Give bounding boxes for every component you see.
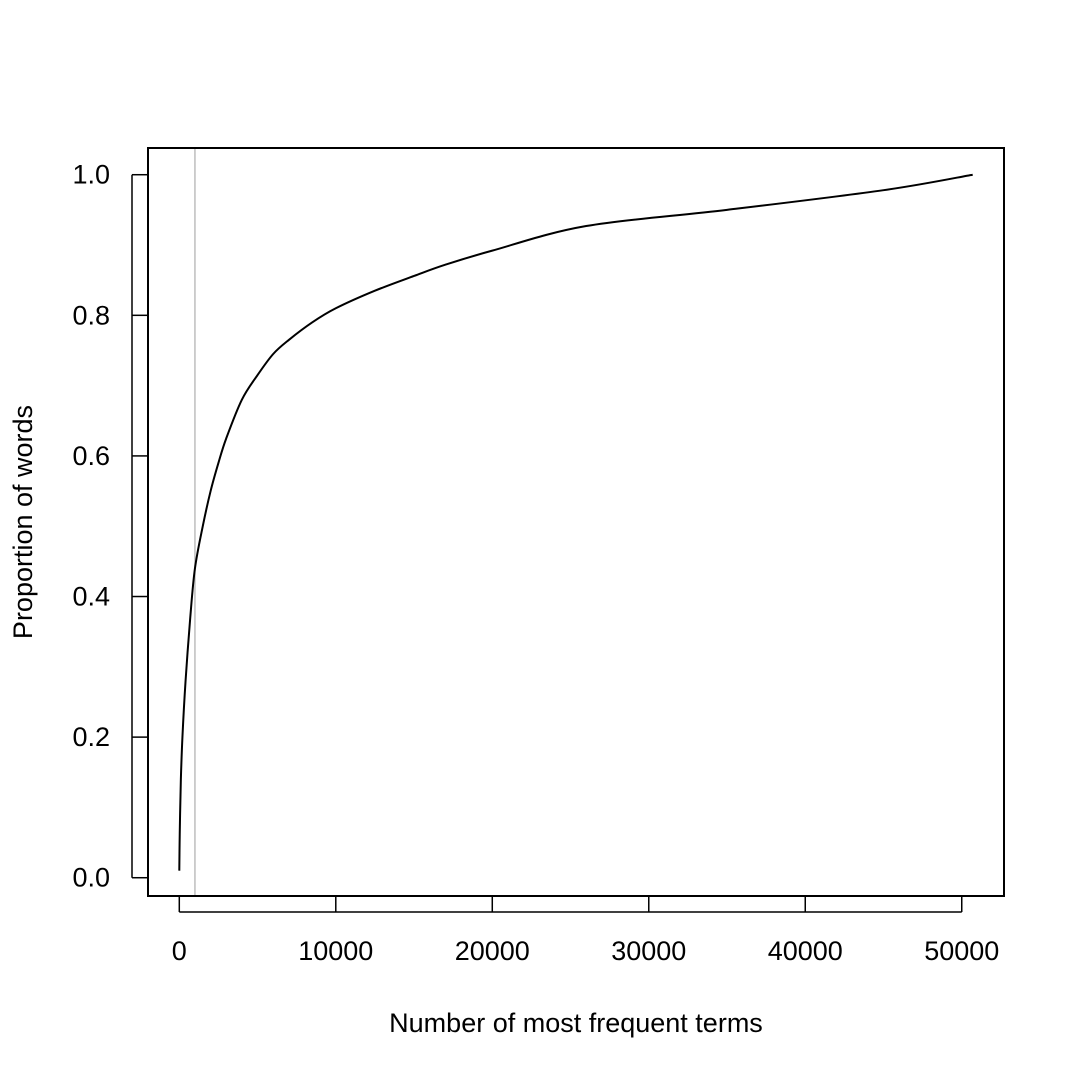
x-tick-label: 20000 [455, 936, 530, 966]
x-axis: 0 10000 20000 30000 40000 50000 [172, 896, 999, 966]
y-tick-label: 0.6 [72, 441, 110, 471]
x-tick-label: 0 [172, 936, 187, 966]
series-line [178, 173, 973, 871]
x-tick-label: 50000 [924, 936, 999, 966]
y-tick-label: 0.0 [72, 863, 110, 893]
y-axis: 0.0 0.2 0.4 0.6 0.8 1.0 [72, 160, 148, 893]
y-tick-label: 1.0 [72, 160, 110, 190]
x-tick-label: 40000 [768, 936, 843, 966]
plot-frame [147, 147, 1005, 897]
y-tick-label: 0.2 [72, 722, 110, 752]
x-tick-label: 30000 [611, 936, 686, 966]
x-axis-title: Number of most frequent terms [389, 1008, 763, 1038]
x-tick-label: 10000 [298, 936, 373, 966]
y-tick-label: 0.8 [72, 300, 110, 330]
y-tick-label: 0.4 [72, 582, 110, 612]
y-axis-title: Proportion of words [8, 405, 38, 639]
